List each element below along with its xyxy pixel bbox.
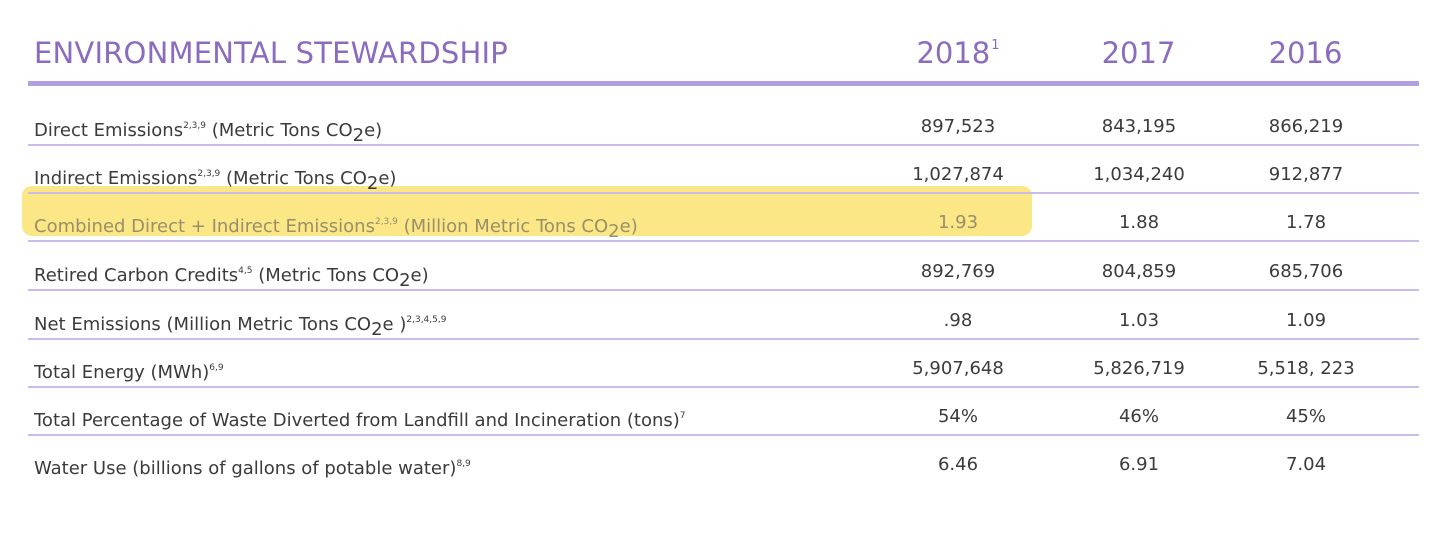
year-label: 2017 (1101, 36, 1176, 70)
value-2018: 1.93 (937, 212, 979, 233)
row-divider (28, 289, 1419, 291)
table-row-highlighted: Combined Direct + Indirect Emissions2,3,… (28, 194, 1419, 242)
row-label: Total Energy (MWh)6,9 (34, 362, 224, 383)
year-column-header: 20181 (878, 36, 1038, 70)
table-row: Indirect Emissions2,3,9 (Metric Tons CO2… (28, 146, 1419, 194)
row-label: Indirect Emissions2,3,9 (Metric Tons CO2… (34, 168, 397, 194)
table-header: ENVIRONMENTAL STEWARDSHIP 20181 2017 201… (0, 0, 1446, 86)
value-2017: 5,826,719 (1093, 358, 1185, 379)
table-row: Total Energy (MWh)6,9 5,907,648 5,826,71… (28, 340, 1419, 388)
value-2018: .98 (943, 310, 973, 331)
value-2016: 1.78 (1285, 212, 1327, 233)
value-2016: 7.04 (1285, 454, 1327, 475)
footnote-marker: 1 (991, 38, 1000, 53)
value-2018: 5,907,648 (912, 358, 1004, 379)
value-2018: 54% (937, 406, 978, 427)
row-label: Net Emissions (Million Metric Tons CO2e … (34, 314, 447, 340)
table-row: Total Percentage of Waste Diverted from … (28, 388, 1419, 436)
row-divider (28, 386, 1419, 388)
value-2017: 1.88 (1118, 212, 1160, 233)
value-2017: 1.03 (1118, 310, 1160, 331)
value-2018: 6.46 (937, 454, 979, 475)
header-divider (28, 81, 1419, 86)
value-2016: 685,706 (1268, 261, 1344, 282)
table-row: Net Emissions (Million Metric Tons CO2e … (28, 292, 1419, 340)
table-row: Water Use (billions of gallons of potabl… (28, 436, 1419, 484)
value-2017: 804,859 (1101, 261, 1177, 282)
value-2018: 892,769 (920, 261, 996, 282)
value-2016: 912,877 (1268, 164, 1344, 185)
highlighter-mark (22, 186, 1032, 236)
table-title: ENVIRONMENTAL STEWARDSHIP (34, 36, 508, 70)
row-label: Total Percentage of Waste Diverted from … (34, 410, 686, 431)
value-2017: 1,034,240 (1093, 164, 1185, 185)
value-2018: 1,027,874 (912, 164, 1004, 185)
value-2016: 5,518, 223 (1257, 358, 1355, 379)
row-divider (28, 338, 1419, 340)
row-divider (28, 434, 1419, 436)
value-2017: 843,195 (1101, 116, 1177, 137)
row-divider (28, 144, 1419, 146)
value-2016: 45% (1285, 406, 1326, 427)
row-label: Direct Emissions2,3,9 (Metric Tons CO2e) (34, 120, 383, 146)
row-label: Water Use (billions of gallons of potabl… (34, 458, 471, 479)
row-divider (28, 240, 1419, 242)
value-2017: 6.91 (1118, 454, 1160, 475)
value-2017: 46% (1118, 406, 1159, 427)
table-row: Direct Emissions2,3,9 (Metric Tons CO2e)… (28, 98, 1419, 146)
year-label: 2018 (916, 36, 991, 70)
value-2016: 866,219 (1268, 116, 1344, 137)
year-column-header: 2016 (1226, 36, 1386, 70)
row-label: Combined Direct + Indirect Emissions2,3,… (34, 216, 638, 242)
value-2018: 897,523 (920, 116, 996, 137)
row-divider (28, 192, 1419, 194)
row-label: Retired Carbon Credits4,5 (Metric Tons C… (34, 265, 429, 291)
year-column-header: 2017 (1059, 36, 1219, 70)
year-label: 2016 (1268, 36, 1343, 70)
value-2016: 1.09 (1285, 310, 1327, 331)
table-row: Retired Carbon Credits4,5 (Metric Tons C… (28, 243, 1419, 291)
